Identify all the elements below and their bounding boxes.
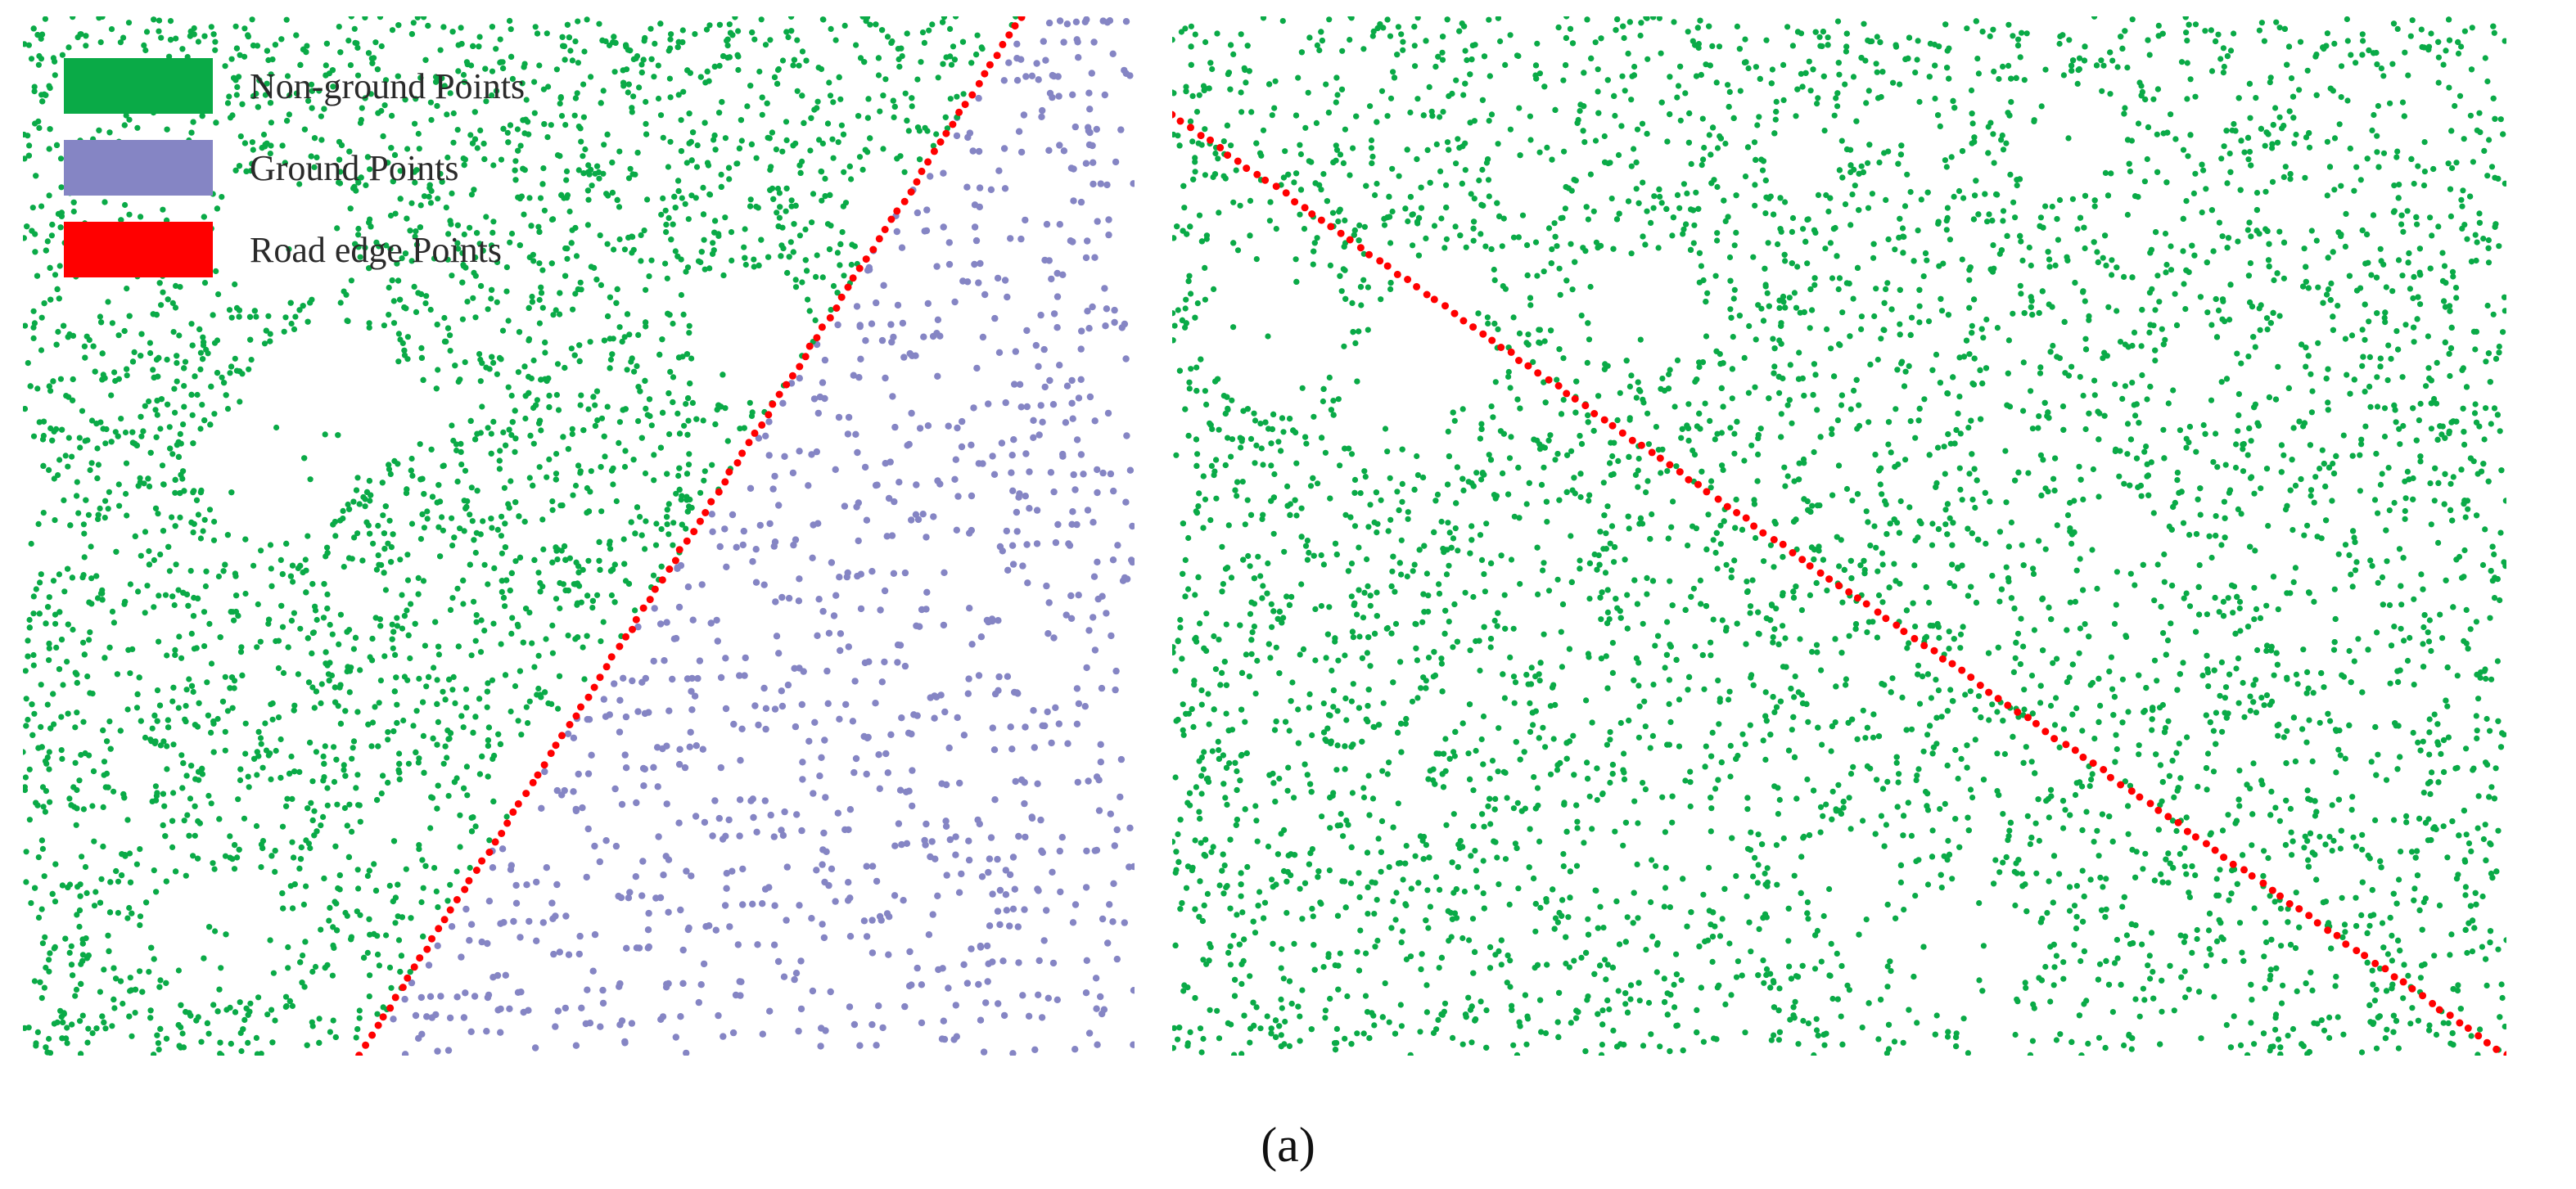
point-cloud-left-image xyxy=(23,16,1135,1056)
legend-label-non-ground: Non-ground Points xyxy=(250,65,526,106)
legend-swatch-road-edge xyxy=(64,222,213,277)
point-cloud-panel-left: Non-ground Points Ground Points Road edg… xyxy=(23,16,1135,1056)
legend-item-road-edge: Road edge Points xyxy=(64,209,525,290)
legend-swatch-ground xyxy=(64,140,213,196)
point-cloud-right-image xyxy=(1172,16,2506,1056)
figure-caption: (a) xyxy=(1261,1118,1315,1172)
legend-label-ground: Ground Points xyxy=(250,147,459,188)
legend-item-non-ground: Non-ground Points xyxy=(64,45,525,127)
legend-label-road-edge: Road edge Points xyxy=(250,229,502,270)
legend: Non-ground Points Ground Points Road edg… xyxy=(64,45,525,290)
legend-swatch-non-ground xyxy=(64,58,213,114)
legend-item-ground: Ground Points xyxy=(64,127,525,209)
point-cloud-panel-right xyxy=(1172,16,2506,1056)
